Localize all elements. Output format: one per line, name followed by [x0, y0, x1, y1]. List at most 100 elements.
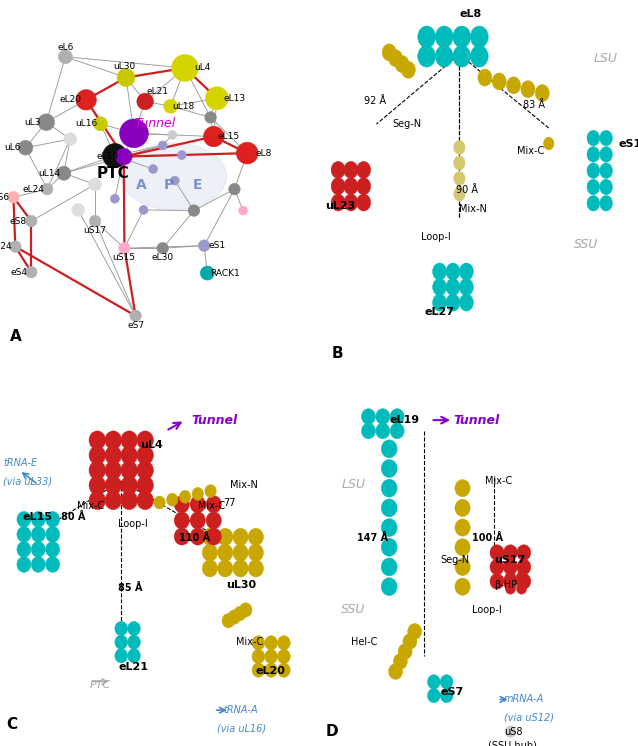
Circle shape: [278, 636, 290, 650]
Circle shape: [265, 636, 278, 650]
Circle shape: [190, 495, 205, 513]
Circle shape: [115, 648, 128, 663]
Circle shape: [517, 571, 527, 583]
Circle shape: [137, 446, 154, 465]
Text: A: A: [136, 178, 146, 192]
Circle shape: [357, 194, 371, 211]
Circle shape: [521, 81, 535, 98]
Circle shape: [105, 431, 121, 450]
Circle shape: [361, 409, 375, 424]
Circle shape: [233, 544, 248, 561]
Text: LSU: LSU: [593, 51, 618, 65]
Text: eL21: eL21: [147, 87, 169, 96]
Circle shape: [398, 644, 412, 659]
Circle shape: [121, 446, 138, 465]
Circle shape: [331, 194, 345, 211]
Circle shape: [587, 147, 600, 162]
Text: (via uL16): (via uL16): [217, 723, 266, 733]
Circle shape: [89, 476, 105, 495]
Circle shape: [381, 499, 397, 517]
Circle shape: [265, 663, 278, 677]
Circle shape: [376, 423, 390, 439]
Circle shape: [503, 574, 517, 589]
Circle shape: [45, 542, 59, 557]
Text: uL16: uL16: [75, 119, 98, 128]
Text: Mix-N: Mix-N: [459, 204, 487, 215]
Circle shape: [239, 206, 248, 215]
Text: LSU: LSU: [341, 478, 366, 491]
Text: Mix-C: Mix-C: [517, 146, 544, 157]
Text: eL20: eL20: [59, 95, 81, 104]
Text: uL4: uL4: [195, 63, 211, 72]
Circle shape: [218, 544, 233, 561]
Circle shape: [18, 140, 33, 155]
Circle shape: [446, 263, 460, 280]
Circle shape: [45, 557, 59, 572]
Text: E: E: [193, 178, 202, 192]
Circle shape: [130, 310, 141, 322]
Circle shape: [446, 294, 460, 311]
Circle shape: [137, 461, 154, 480]
Circle shape: [239, 603, 252, 617]
Circle shape: [105, 461, 121, 480]
Circle shape: [446, 278, 460, 295]
Circle shape: [236, 142, 258, 164]
Text: 147 Å: 147 Å: [357, 533, 389, 543]
Text: 100 Å: 100 Å: [472, 533, 503, 543]
Circle shape: [361, 423, 375, 439]
Text: SSU: SSU: [341, 604, 366, 616]
Circle shape: [435, 26, 453, 48]
Circle shape: [344, 194, 358, 211]
Circle shape: [600, 179, 612, 195]
Circle shape: [455, 519, 470, 536]
Circle shape: [427, 674, 440, 689]
Circle shape: [31, 542, 45, 557]
Text: tRNA-A: tRNA-A: [223, 705, 258, 715]
Circle shape: [206, 495, 221, 513]
Circle shape: [382, 44, 396, 61]
Text: uL30: uL30: [114, 62, 135, 71]
Text: P: P: [163, 178, 174, 192]
Text: Loop-I: Loop-I: [118, 519, 148, 529]
Circle shape: [31, 512, 45, 527]
Circle shape: [459, 263, 473, 280]
Circle shape: [455, 578, 470, 595]
Circle shape: [206, 512, 221, 529]
Circle shape: [490, 559, 504, 575]
Circle shape: [121, 476, 138, 495]
Circle shape: [507, 77, 521, 94]
Circle shape: [105, 446, 121, 465]
Circle shape: [587, 179, 600, 195]
Circle shape: [228, 184, 240, 195]
Circle shape: [248, 560, 263, 577]
Text: Seg-N: Seg-N: [392, 119, 422, 129]
Text: PTC: PTC: [96, 166, 129, 181]
Circle shape: [103, 143, 127, 168]
Circle shape: [26, 266, 37, 278]
Text: eL24: eL24: [22, 185, 44, 194]
Text: eL19: eL19: [389, 415, 419, 425]
Circle shape: [505, 583, 516, 594]
Circle shape: [278, 663, 290, 677]
Circle shape: [427, 689, 440, 703]
Circle shape: [17, 542, 31, 557]
Circle shape: [128, 635, 140, 649]
Circle shape: [459, 278, 473, 295]
Circle shape: [357, 178, 371, 195]
Circle shape: [390, 423, 404, 439]
Text: uL6: uL6: [4, 143, 21, 152]
Circle shape: [139, 205, 148, 214]
Text: eS8: eS8: [10, 216, 27, 225]
Circle shape: [455, 539, 470, 556]
Circle shape: [89, 446, 105, 465]
Circle shape: [459, 294, 473, 311]
Circle shape: [115, 635, 128, 649]
Circle shape: [454, 140, 465, 154]
Text: uS17: uS17: [494, 555, 526, 565]
Text: Tunnel: Tunnel: [134, 117, 175, 131]
Circle shape: [204, 126, 224, 147]
Circle shape: [190, 512, 205, 529]
Circle shape: [403, 633, 417, 649]
Circle shape: [200, 266, 214, 280]
Text: B: B: [332, 345, 343, 361]
